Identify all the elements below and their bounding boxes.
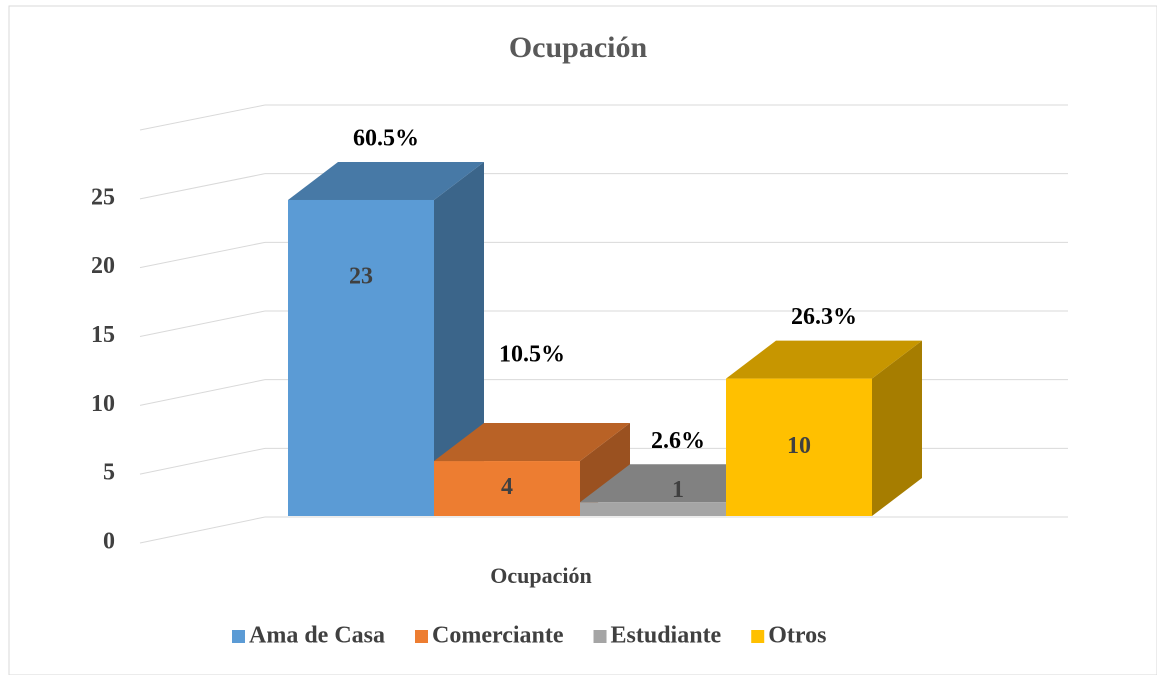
- legend-label: Comerciante: [432, 623, 564, 649]
- legend-swatch: [593, 630, 607, 643]
- bar-top: [434, 423, 630, 462]
- legend-label: Otros: [768, 623, 826, 649]
- bar-top: [726, 340, 922, 379]
- bar: [288, 199, 434, 517]
- percent-label: 2.6%: [651, 428, 705, 454]
- x-axis-title: Ocupación: [490, 563, 591, 588]
- y-tick-label: 5: [103, 460, 115, 486]
- bar-top: [288, 161, 484, 200]
- legend-swatch: [232, 630, 245, 643]
- value-label: 10: [787, 433, 811, 459]
- legend-swatch: [415, 630, 428, 643]
- y-tick-label: 10: [91, 391, 115, 417]
- y-tick-label: 0: [103, 529, 115, 555]
- y-tick-label: 20: [91, 253, 115, 279]
- percent-label: 26.3%: [791, 304, 857, 330]
- wall-edge: [139, 104, 266, 131]
- bar-side: [872, 340, 922, 516]
- bar: [434, 461, 580, 516]
- grid-line: [139, 516, 266, 544]
- grid-line: [139, 173, 266, 200]
- bar-side: [434, 161, 484, 517]
- grid-line: [139, 379, 266, 406]
- value-label: 4: [501, 474, 513, 500]
- grid-line: [139, 241, 266, 269]
- legend-label: Estudiante: [611, 623, 722, 649]
- legend-label: Ama de Casa: [249, 623, 385, 649]
- percent-label: 10.5%: [499, 342, 565, 368]
- value-label: 23: [349, 263, 373, 289]
- bar: [726, 378, 872, 516]
- y-tick-label: 25: [91, 184, 115, 210]
- chart-title: Ocupación: [509, 31, 648, 64]
- percent-label: 60.5%: [353, 125, 419, 151]
- grid-line: [139, 447, 266, 475]
- bar: [580, 502, 726, 516]
- grid-line: [139, 310, 266, 337]
- legend-swatch: [751, 630, 765, 643]
- y-tick-label: 15: [91, 322, 115, 348]
- value-label: 1: [672, 477, 684, 503]
